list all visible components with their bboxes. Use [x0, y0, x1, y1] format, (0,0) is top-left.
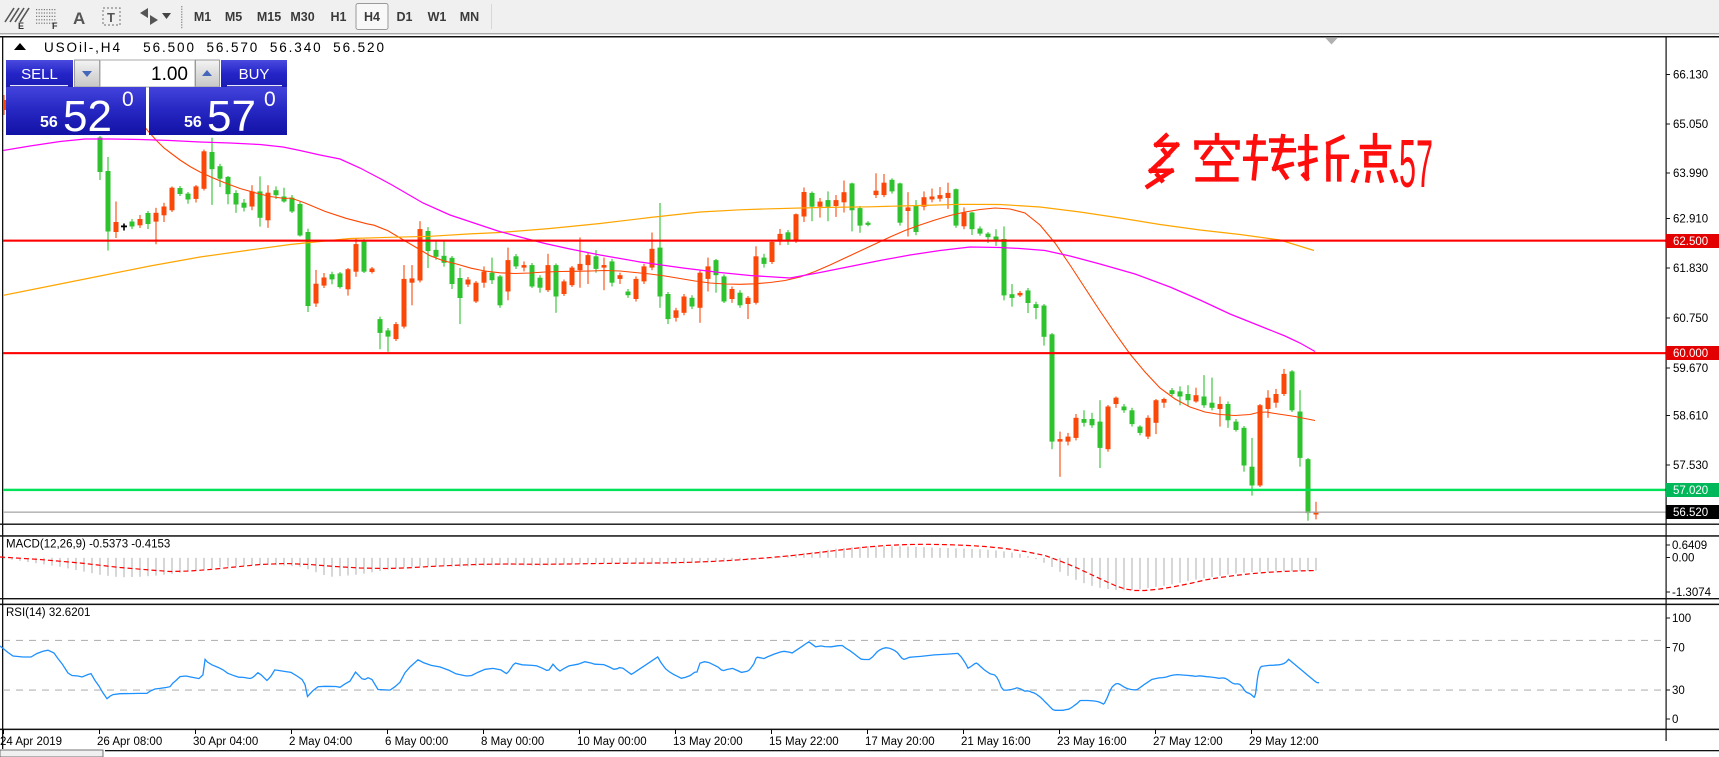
- svg-text:2 May 04:00: 2 May 04:00: [289, 736, 352, 748]
- svg-text:6 May 00:00: 6 May 00:00: [385, 736, 448, 748]
- svg-text:-1.3074: -1.3074: [1672, 587, 1712, 599]
- svg-text:30: 30: [1672, 685, 1685, 697]
- svg-text:56.520: 56.520: [1673, 507, 1708, 519]
- svg-text:F: F: [52, 21, 58, 31]
- svg-text:63.990: 63.990: [1673, 168, 1708, 180]
- svg-text:1.00: 1.00: [151, 64, 188, 85]
- svg-text:M30: M30: [290, 10, 314, 24]
- svg-text:8 May 00:00: 8 May 00:00: [481, 736, 544, 748]
- svg-text:13 May 20:00: 13 May 20:00: [673, 736, 743, 748]
- svg-text:27 May 12:00: 27 May 12:00: [1153, 736, 1223, 748]
- svg-text:57: 57: [1399, 126, 1433, 202]
- svg-text:10 May 00:00: 10 May 00:00: [577, 736, 647, 748]
- svg-text:62.910: 62.910: [1673, 214, 1708, 226]
- svg-text:52: 52: [63, 92, 112, 141]
- svg-text:59.670: 59.670: [1673, 363, 1708, 375]
- svg-text:57: 57: [207, 92, 256, 141]
- svg-text:57.530: 57.530: [1673, 460, 1708, 472]
- svg-text:T: T: [107, 10, 115, 25]
- svg-text:56: 56: [184, 114, 202, 131]
- svg-text:USOil-,H4 56.500 56.570 56.34: USOil-,H4 56.500 56.570 56.340 56.520: [44, 40, 386, 55]
- svg-text:66.130: 66.130: [1673, 70, 1708, 82]
- svg-text:M1: M1: [194, 10, 211, 24]
- svg-text:24 Apr 2019: 24 Apr 2019: [0, 736, 62, 748]
- svg-text:BUY: BUY: [239, 66, 270, 83]
- svg-text:0.00: 0.00: [1672, 553, 1694, 565]
- svg-text:0: 0: [264, 88, 276, 111]
- svg-text:A: A: [73, 9, 85, 28]
- svg-text:H1: H1: [331, 10, 347, 24]
- svg-text:0: 0: [1672, 714, 1678, 726]
- svg-text:MACD(12,26,9) -0.5373 -0.4153: MACD(12,26,9) -0.5373 -0.4153: [6, 539, 170, 551]
- svg-text:0.6409: 0.6409: [1672, 540, 1707, 552]
- svg-text:30 Apr 04:00: 30 Apr 04:00: [193, 736, 258, 748]
- svg-text:60.750: 60.750: [1673, 313, 1708, 325]
- svg-text:RSI(14) 32.6201: RSI(14) 32.6201: [6, 607, 90, 619]
- svg-text:29 May 12:00: 29 May 12:00: [1249, 736, 1319, 748]
- svg-text:61.830: 61.830: [1673, 263, 1708, 275]
- svg-text:17 May 20:00: 17 May 20:00: [865, 736, 935, 748]
- svg-text:56: 56: [40, 114, 58, 131]
- svg-text:W1: W1: [428, 10, 447, 24]
- svg-text:MN: MN: [460, 10, 479, 24]
- svg-text:M5: M5: [225, 10, 242, 24]
- svg-text:70: 70: [1672, 643, 1685, 655]
- svg-text:M15: M15: [257, 10, 281, 24]
- svg-text:57.020: 57.020: [1673, 485, 1708, 497]
- svg-text:H4: H4: [364, 10, 380, 24]
- svg-text:100: 100: [1672, 613, 1691, 625]
- svg-text:58.610: 58.610: [1673, 411, 1708, 423]
- svg-text:26 Apr 08:00: 26 Apr 08:00: [97, 736, 162, 748]
- svg-text:SELL: SELL: [21, 66, 58, 83]
- svg-text:23 May 16:00: 23 May 16:00: [1057, 736, 1127, 748]
- svg-text:21 May 16:00: 21 May 16:00: [961, 736, 1031, 748]
- svg-text:60.000: 60.000: [1673, 348, 1708, 360]
- svg-text:D1: D1: [397, 10, 413, 24]
- svg-text:E: E: [18, 21, 24, 31]
- svg-text:65.050: 65.050: [1673, 119, 1708, 131]
- svg-text:15 May 22:00: 15 May 22:00: [769, 736, 839, 748]
- svg-text:0: 0: [122, 88, 134, 111]
- svg-text:62.500: 62.500: [1673, 236, 1708, 248]
